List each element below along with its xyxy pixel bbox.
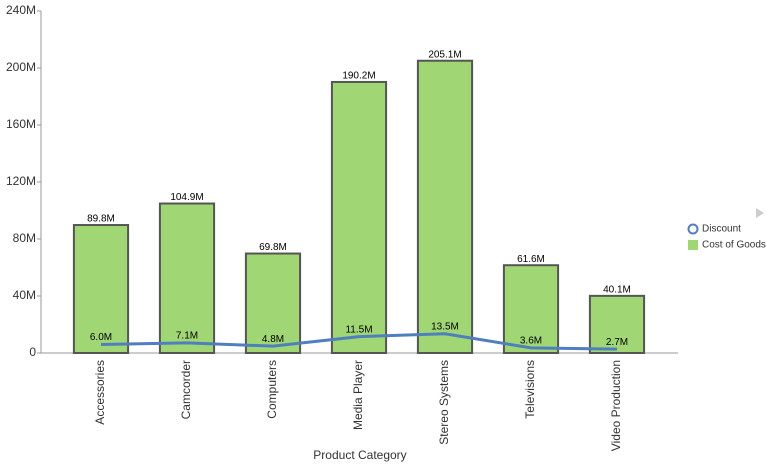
data-label: 6.0M xyxy=(90,332,112,343)
bar xyxy=(502,264,560,354)
y-tick-label: 200M xyxy=(6,60,36,74)
bar xyxy=(588,294,646,355)
legend-marker xyxy=(687,223,699,235)
data-label: 4.8M xyxy=(262,334,284,345)
legend-marker xyxy=(688,240,698,250)
data-label: 69.8M xyxy=(259,242,287,253)
y-tick-label: 240M xyxy=(6,3,36,17)
legend-label: Cost of Goods xyxy=(702,240,766,251)
data-label: 89.8M xyxy=(87,214,115,225)
data-label: 11.5M xyxy=(345,324,372,335)
y-tick-label: 120M xyxy=(6,174,36,188)
data-label: 3.6M xyxy=(520,336,542,347)
data-label: 104.9M xyxy=(170,192,203,203)
x-tick-label: Accessories xyxy=(93,360,107,425)
y-tick-label: 160M xyxy=(6,117,36,131)
legend-arrow[interactable] xyxy=(756,208,764,218)
data-label: 2.7M xyxy=(606,337,628,348)
legend-label: Discount xyxy=(702,224,741,235)
line xyxy=(100,332,618,351)
y-tick-label: 80M xyxy=(13,231,36,245)
data-label: 40.1M xyxy=(603,284,631,295)
data-label: 7.1M xyxy=(176,331,198,342)
x-tick-label: Computers xyxy=(265,360,279,419)
x-tick-label: Video Production xyxy=(609,360,623,451)
bar xyxy=(416,59,474,354)
bar xyxy=(244,252,302,354)
bar xyxy=(72,224,130,354)
x-tick-label: Media Player xyxy=(351,360,365,430)
data-label: 205.1M xyxy=(428,49,461,60)
bar xyxy=(158,202,216,354)
x-tick-label: Stereo Systems xyxy=(437,360,451,445)
bar xyxy=(330,80,388,354)
x-axis-title: Product Category xyxy=(313,448,406,462)
data-label: 190.2M xyxy=(342,71,375,82)
x-tick-label: Televisions xyxy=(523,360,537,419)
y-tick-label: 0 xyxy=(29,345,36,359)
data-label: 13.5M xyxy=(431,321,459,332)
x-tick-label: Camcorder xyxy=(179,360,193,419)
data-label: 61.6M xyxy=(517,254,545,265)
y-tick-label: 40M xyxy=(13,288,36,302)
